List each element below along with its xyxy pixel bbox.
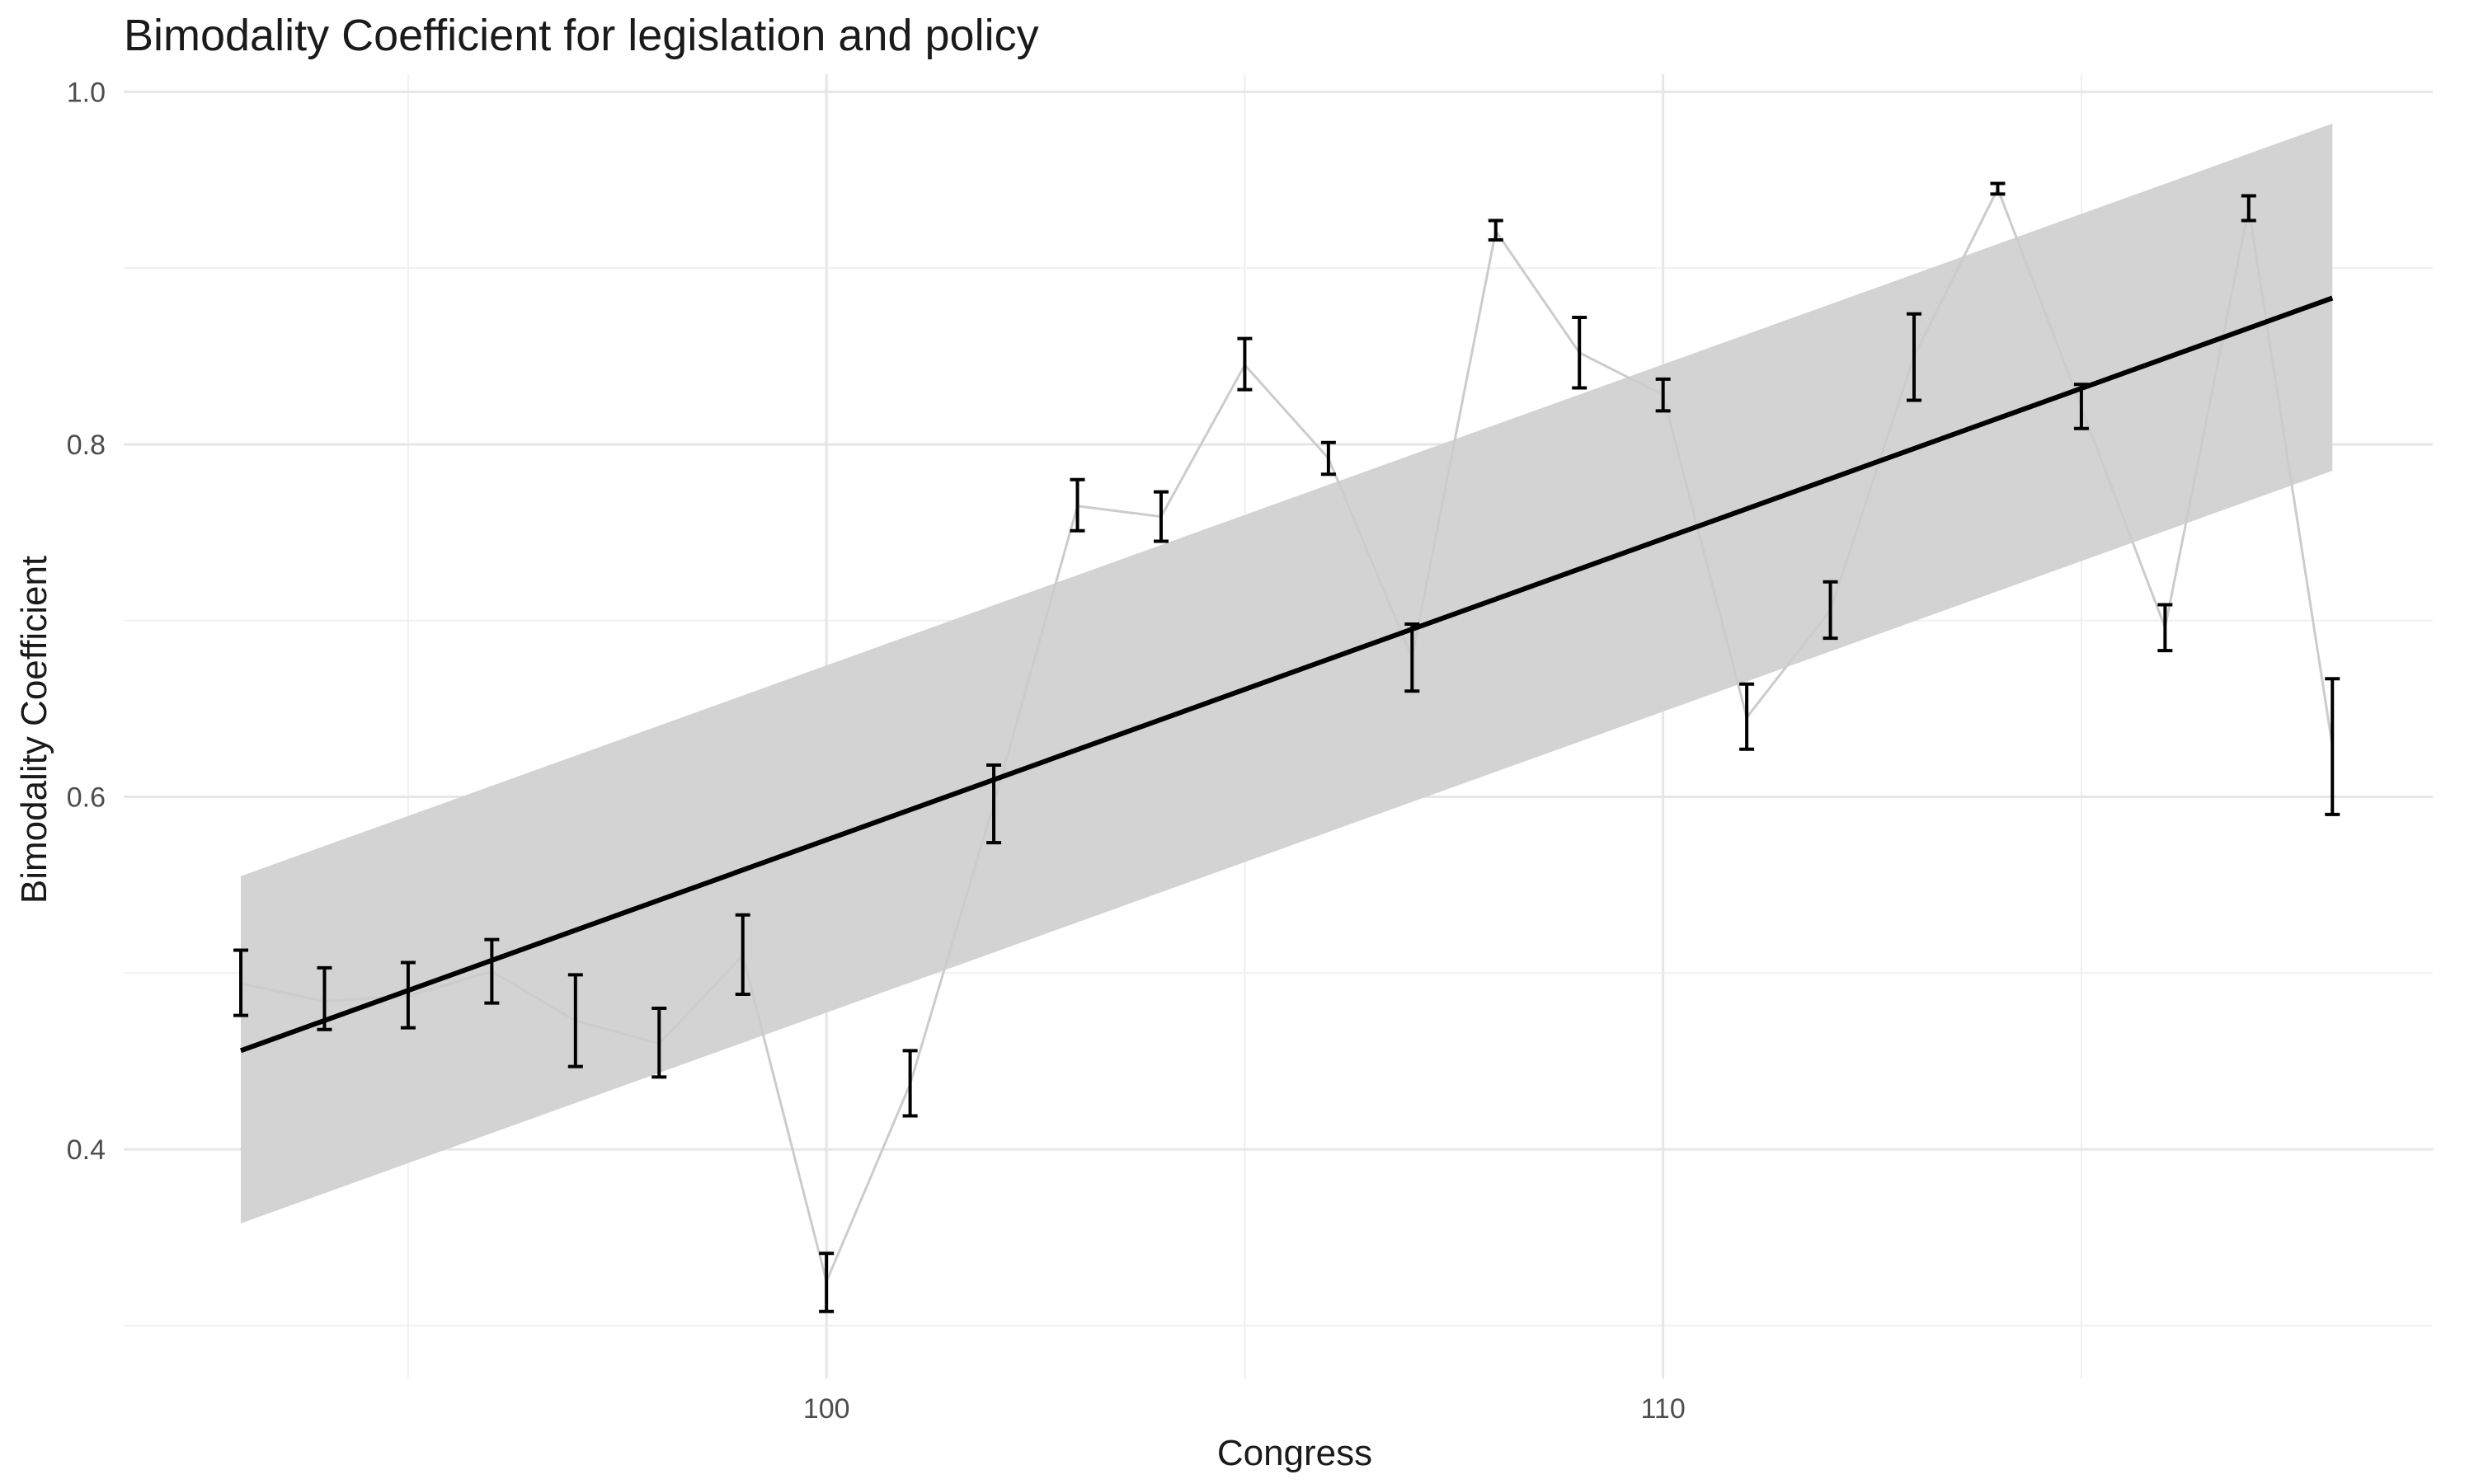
y-axis-title: Bimodality Coefficient [14,556,54,904]
errorbar-layer [233,181,2340,1313]
errorbar [1237,336,1253,392]
x-tick-label: 110 [1641,1393,1686,1425]
y-tick-label: 0.8 [67,430,106,461]
errorbar [233,948,249,1017]
errorbar [567,973,583,1068]
chart-title: Bimodality Coefficient for legislation a… [124,11,1039,60]
y-tick-labels: 0.4 0.6 0.8 1.0 [67,77,106,1166]
errorbar [651,1007,667,1079]
trend-line-layer [240,295,2334,1054]
errorbar [1572,316,1587,390]
errorbar [1739,682,1755,751]
errorbar [1320,440,1336,477]
errorbar [400,960,416,1030]
errorbar [735,913,750,996]
series-line [240,186,2334,1286]
y-tick-label: 0.6 [67,782,106,814]
x-tick-label: 100 [803,1393,850,1425]
x-axis-title: Congress [1217,1433,1372,1473]
errorbar [1990,181,2006,196]
errorbar [819,1252,835,1313]
errorbar [484,937,500,1005]
errorbar [1404,622,1420,693]
errorbar [902,1049,918,1118]
errorbar [2325,677,2340,816]
errorbar [1823,580,1838,641]
errorbar [2157,603,2173,653]
x-tick-labels: 100 110 [803,1393,1686,1425]
trend-line [240,295,2334,1054]
errorbar [1488,218,1503,242]
errorbar [1655,377,1671,413]
errorbar [1907,312,1922,402]
errorbar [1070,477,1085,533]
errorbar [1153,490,1169,543]
series-line-layer [240,186,2334,1286]
y-tick-label: 1.0 [67,77,106,108]
y-tick-label: 0.4 [67,1134,106,1166]
errorbar [2241,194,2256,223]
